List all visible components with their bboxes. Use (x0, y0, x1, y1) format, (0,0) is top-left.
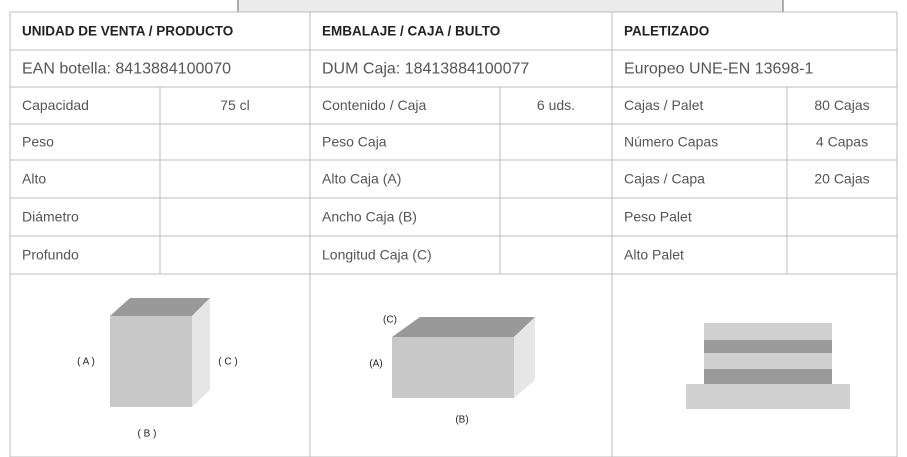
top-bar (237, 0, 784, 13)
section-title: EMBALAJE / CAJA / BULTO (322, 24, 500, 39)
row-label: Alto Palet (624, 247, 684, 263)
pallet-drawing (686, 323, 850, 409)
row-value: 20 Cajas (814, 171, 869, 187)
row-label: Profundo (22, 247, 79, 263)
row-label: Capacidad (22, 97, 89, 113)
row-label: Peso Caja (322, 134, 387, 150)
row-label: Longitud Caja (C) (322, 247, 432, 263)
case-drawing (392, 317, 535, 398)
row-value: 4 Capas (816, 134, 868, 150)
diagram-label: ( B ) (138, 429, 157, 440)
row-label: Contenido / Caja (322, 97, 427, 113)
code: EAN botella: 8413884100070 (22, 61, 231, 78)
row-label: Cajas / Capa (624, 171, 705, 187)
row-label: Peso (22, 134, 54, 150)
code: DUM Caja: 18413884100077 (322, 61, 529, 78)
row-value: 80 Cajas (814, 97, 869, 113)
row-label: Cajas / Palet (624, 97, 703, 113)
row-label: Número Capas (624, 134, 718, 150)
diagram-label: (A) (369, 359, 382, 370)
section-title: UNIDAD DE VENTA / PRODUCTO (22, 24, 233, 39)
row-value: 75 cl (220, 97, 250, 113)
row-value: 6 uds. (537, 97, 575, 113)
row-label: Alto (22, 171, 46, 187)
row-label: Diámetro (22, 209, 79, 225)
row-label: Ancho Caja (B) (322, 209, 417, 225)
diagram-label: ( C ) (218, 357, 237, 368)
diagram-label: (C) (383, 315, 397, 326)
diagram-label: (B) (455, 415, 468, 426)
diagram-label: ( A ) (77, 357, 95, 368)
box-drawing (110, 298, 210, 407)
row-label: Alto Caja (A) (322, 171, 401, 187)
section-title: PALETIZADO (624, 24, 709, 39)
code: Europeo UNE-EN 13698-1 (624, 61, 814, 78)
row-label: Peso Palet (624, 209, 692, 225)
